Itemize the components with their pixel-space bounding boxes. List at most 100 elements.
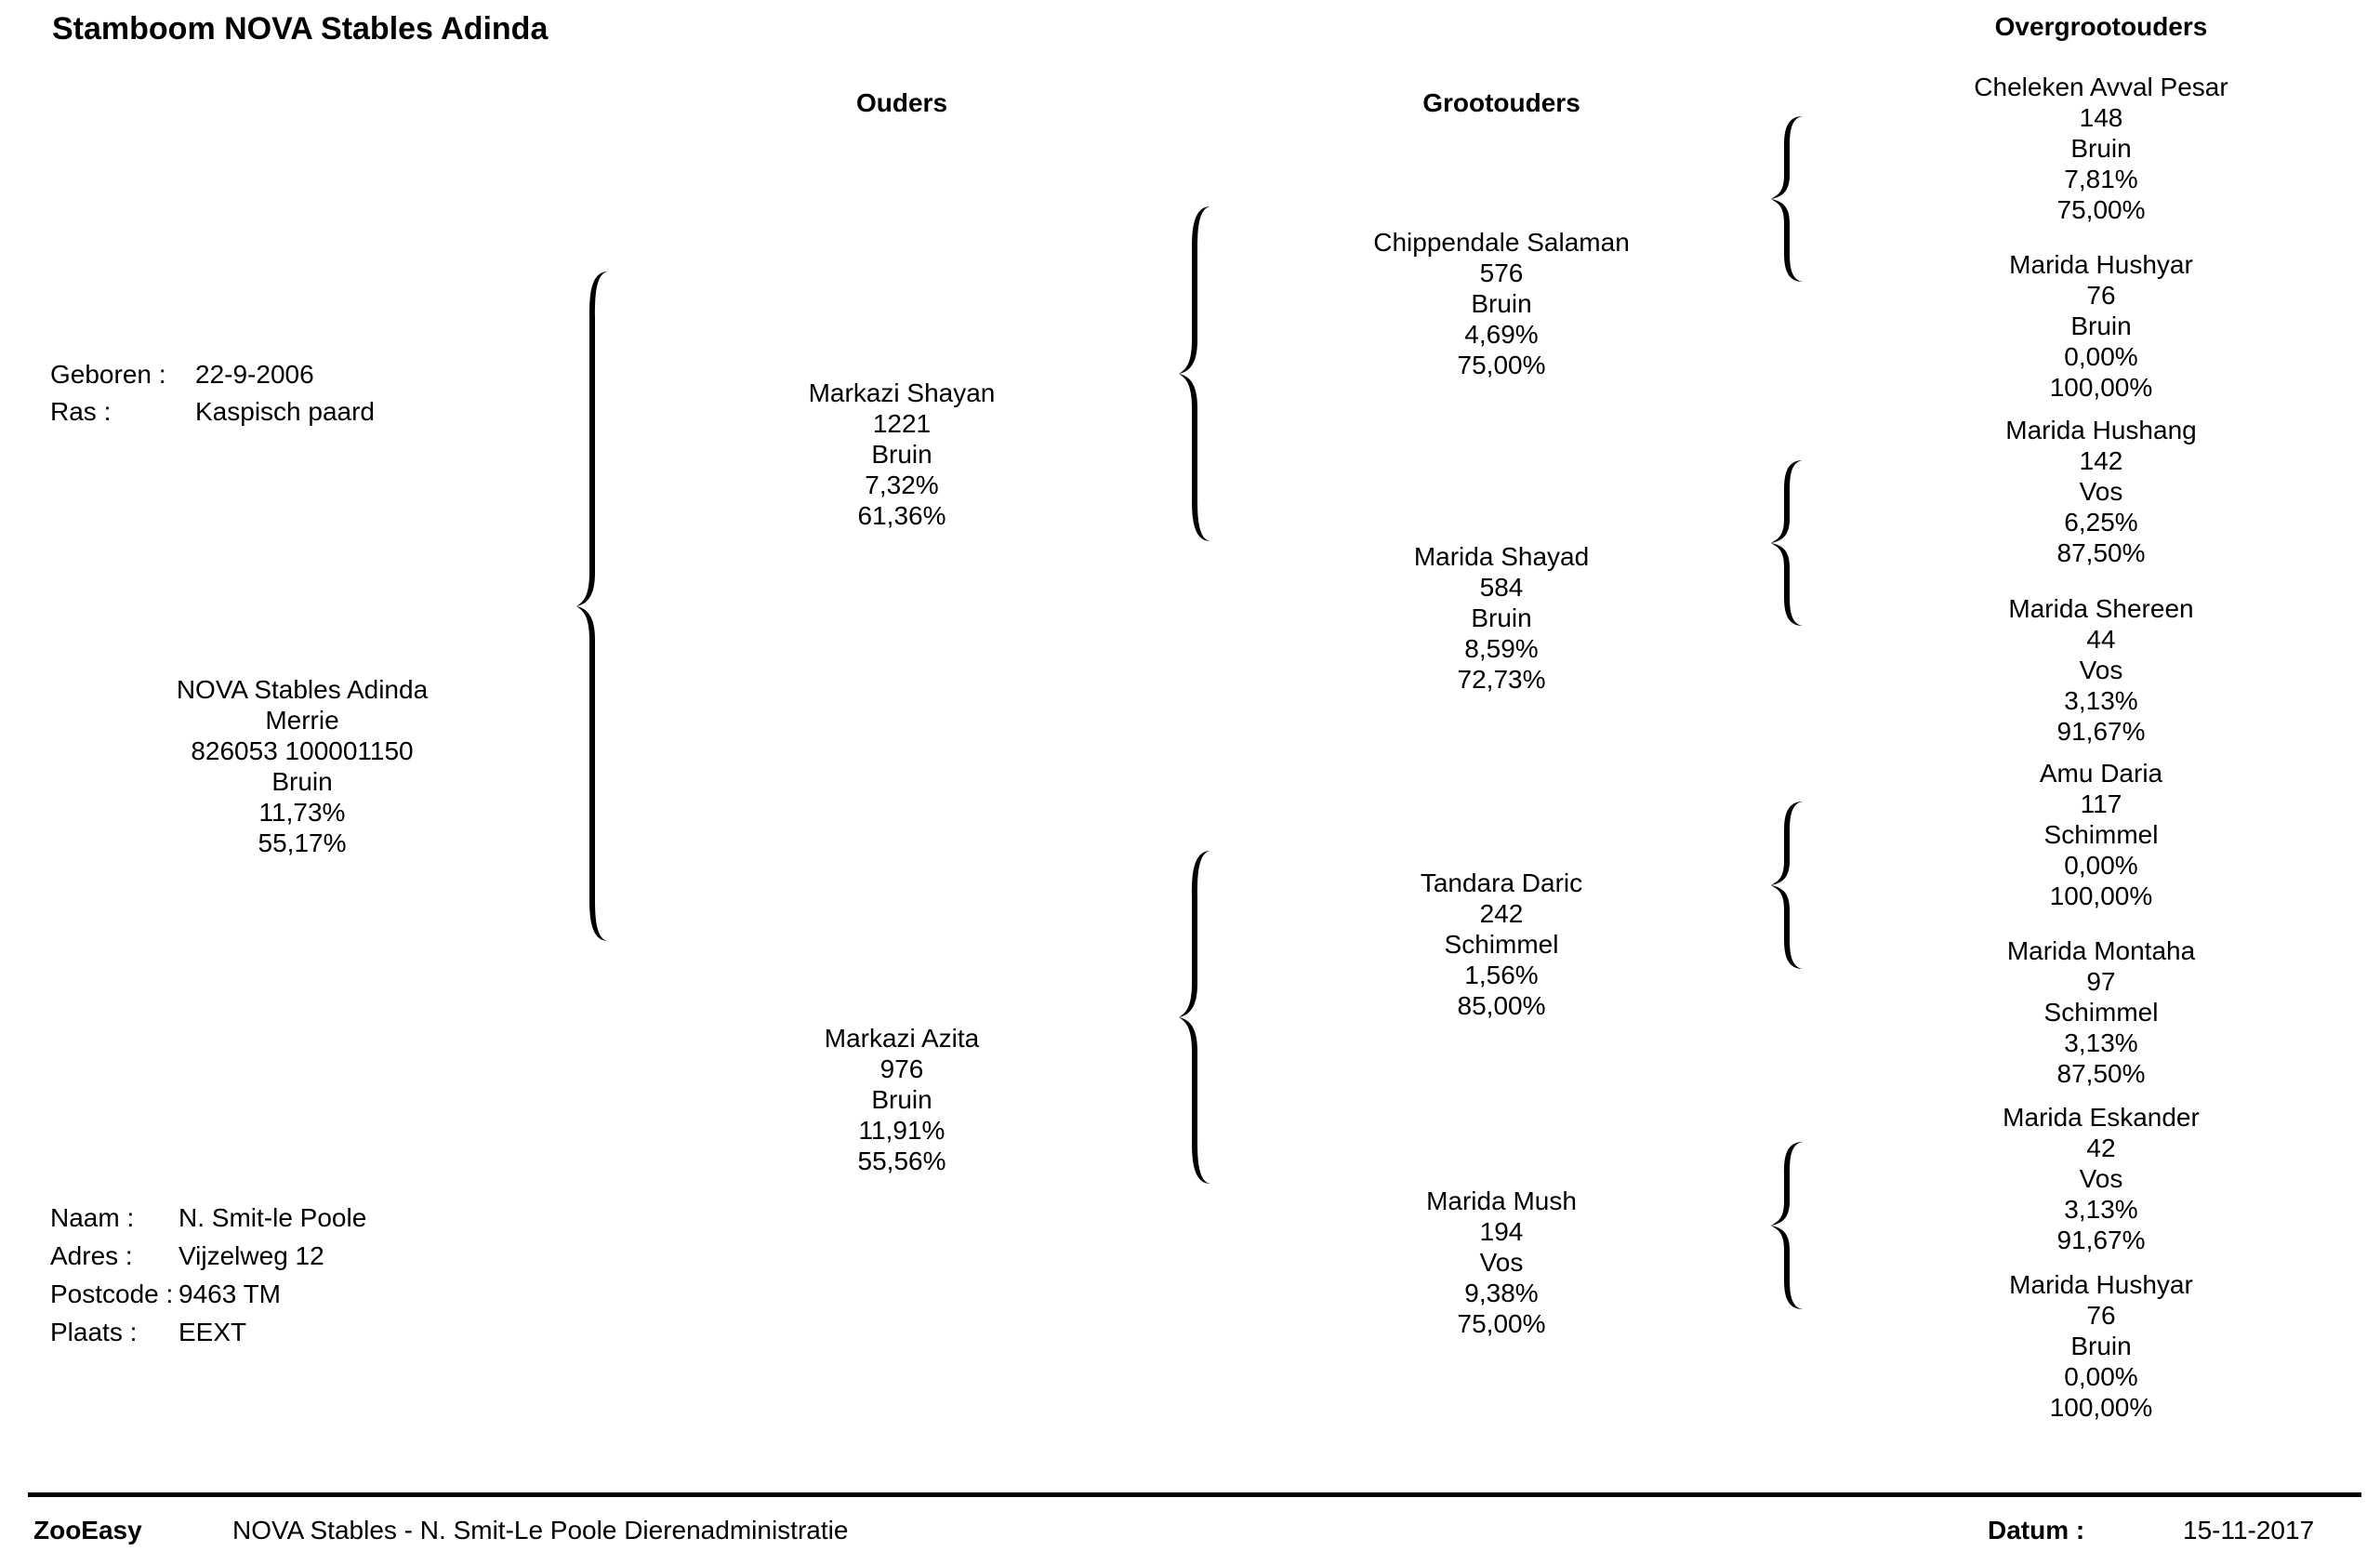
owner-name-label: Naam : [50, 1203, 135, 1232]
great-grandparent-name: Cheleken Avval Pesar [1974, 73, 2228, 101]
great-grandparent-node: Marida Montaha 97 Schimmel 3,13% 87,50% [1822, 935, 2380, 1089]
grandparent-node: Tandara Daric 242 Schimmel 1,56% 85,00% [1223, 868, 1780, 1021]
parent-name: Markazi Azita [824, 1024, 980, 1053]
grandparent-color: Vos [1479, 1248, 1524, 1277]
grandparent-percentage-1: 9,38% [1464, 1279, 1539, 1307]
great-grandparent-percentage-2: 91,67% [2056, 1226, 2146, 1254]
grandparent-name: Marida Shayad [1413, 542, 1590, 571]
header-grandparents: Grootouders [1422, 88, 1580, 117]
grandparent-percentage-1: 8,59% [1464, 634, 1539, 663]
brace-connector [1771, 116, 1803, 282]
great-grandparent-percentage-1: 0,00% [2064, 1362, 2138, 1391]
grandparent-id: 584 [1479, 573, 1524, 602]
great-grandparent-percentage-1: 0,00% [2064, 342, 2138, 371]
parent-percentage-1: 11,91% [858, 1116, 945, 1145]
born-label: Geboren : [50, 360, 166, 389]
brace-connector [1771, 802, 1803, 969]
owner-postcode-value: 9463 TM [178, 1279, 281, 1308]
grandparent-node: Marida Mush 194 Vos 9,38% 75,00% [1223, 1186, 1780, 1339]
brace-connector [1771, 460, 1803, 626]
brace-connector [1771, 1142, 1803, 1309]
parent-color: Bruin [871, 440, 932, 469]
great-grandparent-percentage-2: 100,00% [2049, 882, 2153, 910]
brace-shape [576, 272, 608, 941]
parent-percentage-2: 55,56% [857, 1147, 946, 1175]
owner-city-value: EEXT [178, 1318, 247, 1346]
grandparent-node: Marida Shayad 584 Bruin 8,59% 72,73% [1223, 541, 1780, 695]
great-grandparent-color: Vos [2079, 477, 2123, 506]
brace-connector [576, 272, 608, 941]
great-grandparent-percentage-2: 87,50% [2056, 1059, 2146, 1088]
great-grandparent-node: Marida Hushang 142 Vos 6,25% 87,50% [1822, 415, 2380, 568]
great-grandparent-id: 117 [2080, 789, 2122, 818]
grandparent-percentage-1: 1,56% [1464, 961, 1539, 989]
great-grandparent-color: Vos [2079, 1164, 2123, 1193]
great-grandparent-percentage-2: 87,50% [2056, 538, 2146, 567]
great-grandparent-percentage-2: 100,00% [2049, 1393, 2153, 1422]
great-grandparent-name: Marida Eskander [2003, 1103, 2200, 1132]
great-grandparent-id: 97 [2086, 967, 2116, 996]
grandparent-color: Schimmel [1444, 930, 1559, 959]
parent-name: Markazi Shayan [808, 378, 996, 407]
great-grandparent-id: 76 [2086, 281, 2116, 310]
subject-percentage-2: 55,17% [258, 829, 347, 857]
subject-color: Bruin [271, 767, 333, 796]
brace-shape [1771, 802, 1803, 969]
brace-connector [1179, 206, 1210, 541]
grandparent-id: 194 [1479, 1217, 1524, 1246]
great-grandparent-percentage-2: 91,67% [2056, 717, 2146, 746]
owner-address-label: Adres : [50, 1241, 133, 1270]
page-title: Stamboom NOVA Stables Adinda [52, 11, 549, 46]
great-grandparent-percentage-1: 7,81% [2064, 165, 2138, 193]
grandparent-percentage-2: 75,00% [1457, 1309, 1546, 1338]
brace-shape [1771, 460, 1803, 626]
great-grandparent-color: Schimmel [2043, 820, 2159, 849]
great-grandparent-color: Bruin [2070, 1332, 2132, 1360]
subject-name: NOVA Stables Adinda [176, 675, 429, 704]
great-grandparent-node: Cheleken Avval Pesar 148 Bruin 7,81% 75,… [1822, 72, 2380, 225]
grandparent-name: Tandara Daric [1420, 868, 1583, 897]
breed-label: Ras : [50, 397, 112, 426]
parent-id: 976 [879, 1054, 924, 1083]
great-grandparent-node: Marida Shereen 44 Vos 3,13% 91,67% [1822, 593, 2380, 747]
grandparent-color: Bruin [1471, 289, 1532, 318]
great-grandparent-name: Marida Hushyar [2009, 1270, 2193, 1299]
owner-address-value: Vijzelweg 12 [178, 1241, 324, 1270]
breed-value: Kaspisch paard [195, 397, 376, 426]
brace-shape [1771, 1142, 1803, 1309]
grandparent-id: 576 [1479, 258, 1524, 287]
great-grandparent-percentage-1: 3,13% [2064, 1028, 2138, 1057]
great-grandparent-color: Bruin [2070, 312, 2132, 340]
great-grandparent-node: Marida Hushyar 76 Bruin 0,00% 100,00% [1822, 249, 2380, 403]
great-grandparent-percentage-1: 6,25% [2064, 508, 2138, 537]
great-grandparent-node: Marida Hushyar 76 Bruin 0,00% 100,00% [1822, 1269, 2380, 1423]
great-grandparent-percentage-2: 75,00% [2056, 195, 2146, 224]
great-grandparent-node: Amu Daria 117 Schimmel 0,00% 100,00% [1822, 758, 2380, 911]
owner-city-label: Plaats : [50, 1318, 138, 1346]
great-grandparent-id: 142 [2079, 446, 2123, 475]
brace-shape [1771, 116, 1803, 282]
brace-connector [1179, 851, 1210, 1184]
footer-app-name: ZooEasy [33, 1516, 142, 1544]
great-grandparent-node: Marida Eskander 42 Vos 3,13% 91,67% [1822, 1102, 2380, 1255]
grandparent-color: Bruin [1471, 603, 1532, 632]
great-grandparent-percentage-1: 3,13% [2064, 1195, 2138, 1224]
brace-shape [1179, 206, 1210, 541]
great-grandparent-id: 148 [2079, 103, 2123, 132]
great-grandparent-name: Amu Daria [2039, 759, 2163, 788]
grandparent-name: Marida Mush [1426, 1186, 1577, 1215]
great-grandparent-name: Marida Hushyar [2009, 250, 2193, 279]
great-grandparent-percentage-1: 3,13% [2064, 686, 2138, 715]
grandparent-percentage-2: 85,00% [1457, 991, 1546, 1020]
great-grandparent-name: Marida Hushang [2005, 416, 2197, 444]
parent-id: 1221 [872, 409, 932, 438]
parent-percentage-1: 7,32% [865, 471, 939, 499]
born-value: 22-9-2006 [195, 360, 314, 389]
subject-chip: 826053 100001150 [191, 736, 414, 765]
header-parents: Ouders [855, 88, 948, 117]
owner-name-value: N. Smit-le Poole [178, 1203, 367, 1232]
parent-percentage-2: 61,36% [857, 501, 946, 530]
grandparent-node: Chippendale Salaman 576 Bruin 4,69% 75,0… [1223, 227, 1780, 380]
great-grandparent-id: 76 [2086, 1301, 2116, 1330]
grandparent-percentage-2: 72,73% [1457, 665, 1546, 694]
